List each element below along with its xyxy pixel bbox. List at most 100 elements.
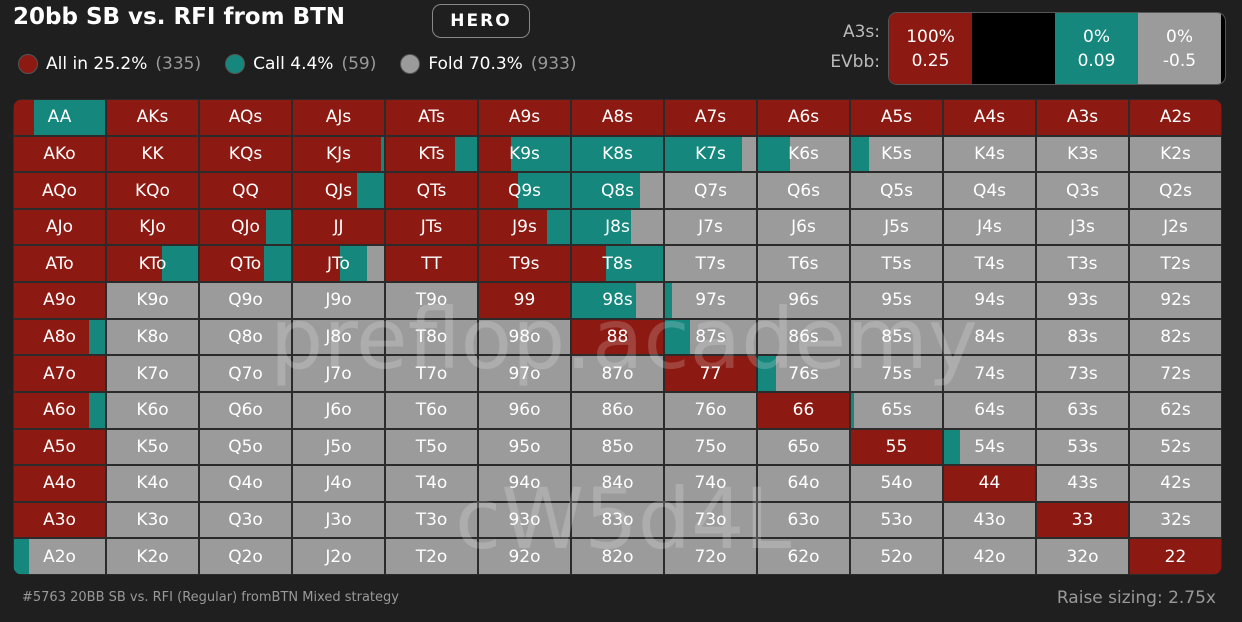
hand-cell[interactable]: A9o	[13, 282, 106, 319]
hand-cell[interactable]: 95o	[478, 428, 571, 466]
hand-cell[interactable]: A7o	[13, 355, 106, 392]
hand-cell[interactable]: 52o	[850, 538, 943, 575]
hand-cell[interactable]: 75s	[850, 355, 943, 392]
hand-cell[interactable]: T3s	[1036, 245, 1129, 283]
hand-cell[interactable]: K3s	[1036, 135, 1129, 173]
hand-cell[interactable]: AQs	[199, 99, 292, 136]
hand-cell[interactable]: Q3o	[199, 501, 292, 539]
hand-cell[interactable]: K4s	[943, 135, 1036, 173]
hand-cell[interactable]: Q5s	[850, 172, 943, 209]
hand-cell[interactable]: QQ	[199, 172, 292, 209]
hand-cell[interactable]: QTs	[385, 172, 478, 209]
hand-cell[interactable]: 75o	[664, 428, 757, 466]
legend-item[interactable]: Fold 70.3% (933)	[400, 54, 577, 74]
hand-cell[interactable]: A8s	[571, 99, 664, 136]
hand-cell[interactable]: T7s	[664, 245, 757, 283]
hand-cell[interactable]: Q6s	[757, 172, 850, 209]
hand-cell[interactable]: 73s	[1036, 355, 1129, 392]
hand-cell[interactable]: K2o	[106, 538, 199, 575]
hand-cell[interactable]: ATs	[385, 99, 478, 136]
hand-cell[interactable]: 92o	[478, 538, 571, 575]
hand-cell[interactable]: 85o	[571, 428, 664, 466]
hand-cell[interactable]: Q7o	[199, 355, 292, 392]
hand-cell[interactable]: 77	[664, 355, 757, 392]
hand-cell[interactable]: T4o	[385, 465, 478, 502]
hand-cell[interactable]: A5s	[850, 99, 943, 136]
hand-cell[interactable]: AKo	[13, 135, 106, 173]
hand-cell[interactable]: 84s	[943, 318, 1036, 356]
hand-cell[interactable]: Q8o	[199, 318, 292, 356]
hand-cell[interactable]: K8o	[106, 318, 199, 356]
hand-cell[interactable]: 76o	[664, 391, 757, 429]
hand-cell[interactable]: 33	[1036, 501, 1129, 539]
hand-cell[interactable]: Q8s	[571, 172, 664, 209]
hand-cell[interactable]: 64o	[757, 465, 850, 502]
hand-cell[interactable]: A3s	[1036, 99, 1129, 136]
hand-cell[interactable]: J7o	[292, 355, 385, 392]
hand-cell[interactable]: T6o	[385, 391, 478, 429]
hand-cell[interactable]: 73o	[664, 501, 757, 539]
hand-cell[interactable]: K9o	[106, 282, 199, 319]
hand-cell[interactable]: 97o	[478, 355, 571, 392]
hand-cell[interactable]: J4o	[292, 465, 385, 502]
hand-cell[interactable]: 86o	[571, 391, 664, 429]
hand-cell[interactable]: K6s	[757, 135, 850, 173]
hand-cell[interactable]: J8s	[571, 208, 664, 246]
hand-cell[interactable]: 92s	[1129, 282, 1222, 319]
hand-cell[interactable]: 98o	[478, 318, 571, 356]
hand-cell[interactable]: Q2o	[199, 538, 292, 575]
hand-cell[interactable]: AJo	[13, 208, 106, 246]
hand-cell[interactable]: T6s	[757, 245, 850, 283]
hand-cell[interactable]: 96o	[478, 391, 571, 429]
hand-cell[interactable]: 66	[757, 391, 850, 429]
hand-cell[interactable]: A3o	[13, 501, 106, 539]
hand-cell[interactable]: 98s	[571, 282, 664, 319]
hand-cell[interactable]: 93o	[478, 501, 571, 539]
hand-cell[interactable]: 32s	[1129, 501, 1222, 539]
hand-cell[interactable]: J6s	[757, 208, 850, 246]
hand-cell[interactable]: J5o	[292, 428, 385, 466]
hand-cell[interactable]: 72o	[664, 538, 757, 575]
hand-cell[interactable]: 87o	[571, 355, 664, 392]
hand-cell[interactable]: T9s	[478, 245, 571, 283]
hand-cell[interactable]: A5o	[13, 428, 106, 466]
hand-cell[interactable]: KK	[106, 135, 199, 173]
hand-cell[interactable]: KQo	[106, 172, 199, 209]
hand-cell[interactable]: 76s	[757, 355, 850, 392]
hand-cell[interactable]: T8o	[385, 318, 478, 356]
hand-cell[interactable]: K9s	[478, 135, 571, 173]
hand-cell[interactable]: 44	[943, 465, 1036, 502]
hand-cell[interactable]: 43s	[1036, 465, 1129, 502]
hand-cell[interactable]: A7s	[664, 99, 757, 136]
hand-cell[interactable]: 74o	[664, 465, 757, 502]
hand-cell[interactable]: A6o	[13, 391, 106, 429]
hand-cell[interactable]: 52s	[1129, 428, 1222, 466]
hand-cell[interactable]: 82o	[571, 538, 664, 575]
hand-cell[interactable]: 74s	[943, 355, 1036, 392]
hand-cell[interactable]: JJ	[292, 208, 385, 246]
hand-cell[interactable]: 63o	[757, 501, 850, 539]
hand-cell[interactable]: QJo	[199, 208, 292, 246]
hand-cell[interactable]: KJo	[106, 208, 199, 246]
hand-cell[interactable]: K8s	[571, 135, 664, 173]
hand-cell[interactable]: J9s	[478, 208, 571, 246]
hand-cell[interactable]: 93s	[1036, 282, 1129, 319]
hand-cell[interactable]: 83s	[1036, 318, 1129, 356]
hand-cell[interactable]: K5o	[106, 428, 199, 466]
hand-cell[interactable]: 95s	[850, 282, 943, 319]
legend-item[interactable]: Call 4.4% (59)	[225, 54, 376, 74]
hand-cell[interactable]: 63s	[1036, 391, 1129, 429]
hand-cell[interactable]: 94s	[943, 282, 1036, 319]
hand-cell[interactable]: T9o	[385, 282, 478, 319]
hand-cell[interactable]: 85s	[850, 318, 943, 356]
hand-cell[interactable]: 43o	[943, 501, 1036, 539]
hand-cell[interactable]: Q3s	[1036, 172, 1129, 209]
hand-cell[interactable]: KJs	[292, 135, 385, 173]
hand-cell[interactable]: 42o	[943, 538, 1036, 575]
hand-cell[interactable]: AKs	[106, 99, 199, 136]
hand-cell[interactable]: Q7s	[664, 172, 757, 209]
hand-cell[interactable]: J7s	[664, 208, 757, 246]
hand-cell[interactable]: T5s	[850, 245, 943, 283]
hand-cell[interactable]: Q2s	[1129, 172, 1222, 209]
hand-cell[interactable]: 55	[850, 428, 943, 466]
